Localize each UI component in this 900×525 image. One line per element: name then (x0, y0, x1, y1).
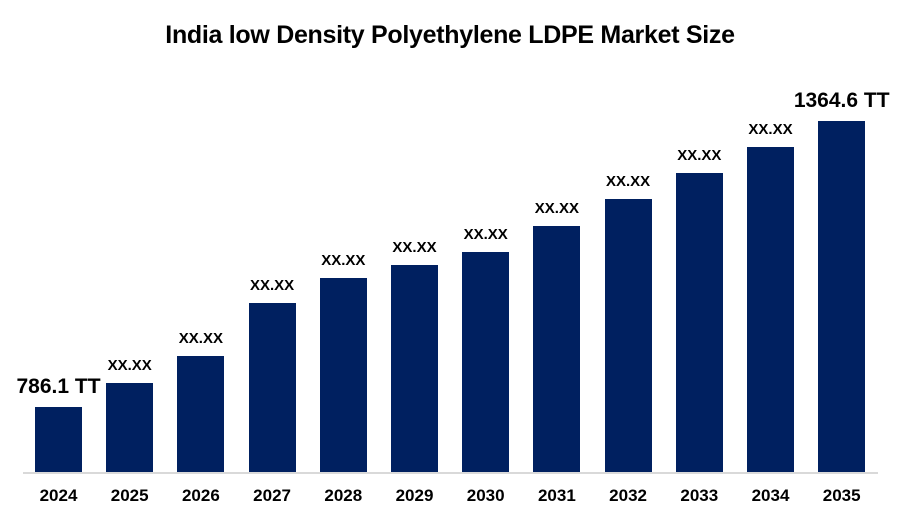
bar-2032 (604, 199, 652, 472)
x-tick-2029: 2029 (395, 486, 434, 505)
x-tick-2034: 2034 (751, 486, 790, 505)
bar-value-label-2025: XX.XX (107, 357, 152, 374)
x-tick-2032: 2032 (609, 486, 648, 505)
chart-title: India low Density Polyethylene LDPE Mark… (165, 21, 735, 49)
bar-2026 (177, 356, 225, 472)
bar-value-label-2033: XX.XX (677, 147, 722, 164)
bar-2033 (675, 173, 723, 472)
bar-2027 (248, 303, 296, 472)
bar-value-label-2028: XX.XX (321, 252, 366, 269)
x-tick-2030: 2030 (466, 486, 505, 505)
x-tick-2027: 2027 (253, 486, 292, 505)
bar-value-label-2027: XX.XX (250, 277, 295, 294)
x-tick-2024: 2024 (39, 486, 78, 505)
bar-2030 (462, 252, 510, 472)
x-tick-2033: 2033 (680, 486, 719, 505)
bar-value-label-2029: XX.XX (392, 239, 437, 256)
bar-value-label-2026: XX.XX (178, 330, 223, 347)
bar-2031 (533, 226, 581, 472)
bar-value-label-2024: 786.1 TT (16, 374, 101, 398)
bar-2034 (747, 147, 794, 472)
x-tick-2028: 2028 (324, 486, 363, 505)
bar-value-label-2034: XX.XX (748, 121, 793, 138)
bar-2035 (818, 121, 866, 472)
x-tick-2026: 2026 (181, 486, 220, 505)
bar-value-label-2035: 1364.6 TT (793, 88, 890, 112)
bar-value-label-2030: XX.XX (463, 226, 508, 243)
x-axis-line (23, 472, 878, 474)
bar-value-label-2032: XX.XX (606, 173, 651, 190)
bar-2025 (106, 383, 154, 472)
x-tick-2035: 2035 (822, 486, 861, 505)
bar-2028 (319, 278, 367, 472)
bar-2024 (35, 407, 82, 472)
x-tick-2025: 2025 (110, 486, 149, 505)
bar-2029 (391, 265, 438, 472)
x-tick-2031: 2031 (537, 486, 576, 505)
bar-value-label-2031: XX.XX (534, 200, 579, 217)
